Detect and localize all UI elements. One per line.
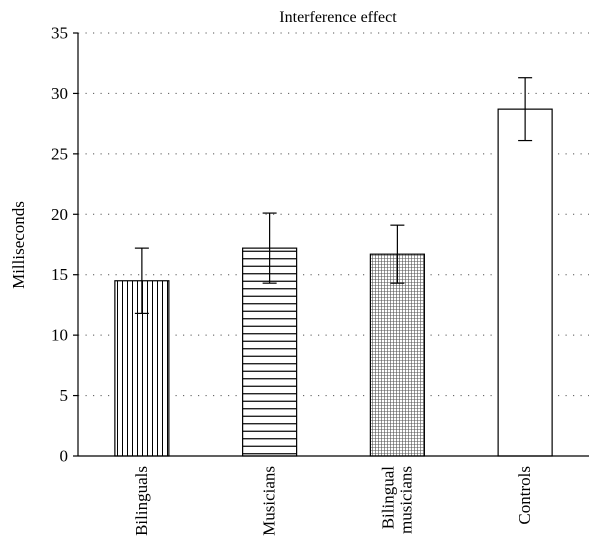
y-tick-label: 25 <box>51 144 68 163</box>
y-tick-label: 30 <box>51 84 68 103</box>
x-tick-label: Musicians <box>260 466 279 536</box>
bars <box>114 108 553 457</box>
y-tick-label: 10 <box>51 326 68 345</box>
error-bars <box>134 77 533 314</box>
bar <box>497 108 553 457</box>
y-tick-label: 0 <box>60 447 69 466</box>
gridlines <box>78 32 589 397</box>
x-tick-label: musicians <box>396 466 415 534</box>
y-axis-ticks: 0 5 10 15 20 25 30 35 <box>51 24 78 466</box>
x-axis-labels: Bilinguals Musicians Bilingual musicians Con… <box>132 466 534 536</box>
bar <box>369 253 425 457</box>
x-tick-label: Controls <box>515 466 534 525</box>
x-tick-label: Bilinguals <box>132 466 151 536</box>
chart-title: Interference effect <box>279 9 397 26</box>
y-axis-label: Milliseconds <box>9 201 28 289</box>
y-tick-label: 15 <box>51 265 68 284</box>
y-tick-label: 20 <box>51 205 68 224</box>
y-tick-label: 5 <box>60 386 69 405</box>
x-tick-label: Bilingual <box>378 466 397 530</box>
axes <box>77 33 589 457</box>
y-tick-label: 35 <box>51 24 68 43</box>
